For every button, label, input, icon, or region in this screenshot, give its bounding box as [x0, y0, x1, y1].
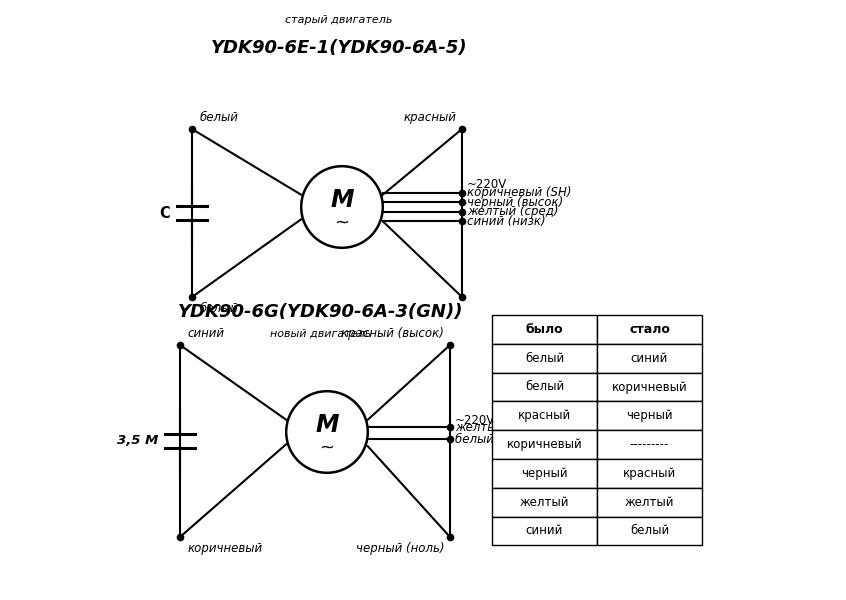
Text: красный: красный [623, 467, 676, 480]
Text: 3,5 М: 3,5 М [117, 434, 158, 448]
Text: желтый: желтый [519, 496, 569, 509]
Text: M: M [316, 413, 338, 437]
Text: желтый (сред): желтый (сред) [467, 205, 558, 218]
Text: синий: синий [526, 524, 563, 538]
Text: белый (низк): белый (низк) [455, 433, 536, 446]
Bar [597, 430, 702, 459]
Text: было: было [525, 323, 563, 336]
Text: белый: белый [199, 302, 238, 315]
Text: белый: белый [525, 352, 564, 365]
Text: желтый (сред): желтый (сред) [455, 421, 547, 434]
Text: ---------: --------- [629, 438, 669, 451]
Bar [492, 344, 597, 373]
Bar [597, 373, 702, 401]
Bar [492, 517, 597, 545]
Text: YDK90-6G(YDK90-6A-3(GN)): YDK90-6G(YDK90-6A-3(GN)) [179, 303, 464, 321]
Text: синий: синий [187, 327, 224, 340]
Text: черный (высок): черный (высок) [467, 196, 563, 209]
Text: красный (высок): красный (высок) [341, 327, 444, 340]
Bar [597, 344, 702, 373]
Text: красный: красный [518, 409, 571, 422]
Text: белый: белый [199, 111, 238, 124]
Text: YDK90-6E-1(YDK90-6A-5): YDK90-6E-1(YDK90-6A-5) [211, 39, 467, 57]
Text: белый: белый [630, 524, 669, 538]
Text: синий (низк): синий (низк) [467, 215, 546, 228]
Text: M: M [330, 188, 354, 212]
Text: старый двигатель: старый двигатель [285, 15, 393, 25]
Bar [597, 459, 702, 488]
Circle shape [301, 166, 382, 248]
Text: стало: стало [629, 323, 670, 336]
Text: коричневый: коричневый [612, 380, 687, 394]
Bar [492, 401, 597, 430]
Text: новый двигатель: новый двигатель [271, 329, 371, 339]
Bar [597, 315, 702, 344]
Bar [492, 459, 597, 488]
Text: черный: черный [626, 409, 673, 422]
Text: черный (ноль): черный (ноль) [355, 542, 444, 555]
Text: коричневый (SH): коричневый (SH) [467, 186, 571, 199]
Circle shape [286, 391, 368, 473]
Text: желтый: желтый [624, 496, 674, 509]
Text: черный: черный [521, 467, 568, 480]
Bar [492, 488, 597, 517]
Bar [597, 517, 702, 545]
Text: ~220V: ~220V [455, 415, 495, 427]
Bar [597, 401, 702, 430]
Text: ~: ~ [320, 439, 334, 457]
Bar [492, 373, 597, 401]
Text: ~: ~ [334, 214, 349, 232]
Bar [492, 315, 597, 344]
Bar [597, 488, 702, 517]
Text: синий: синий [631, 352, 668, 365]
Text: коричневый: коричневый [187, 542, 262, 555]
Text: белый: белый [525, 380, 564, 394]
Text: C: C [159, 205, 170, 220]
Text: красный: красный [404, 111, 456, 124]
Text: ~220V: ~220V [467, 178, 507, 191]
Bar [492, 430, 597, 459]
Text: коричневый: коричневый [507, 438, 582, 451]
